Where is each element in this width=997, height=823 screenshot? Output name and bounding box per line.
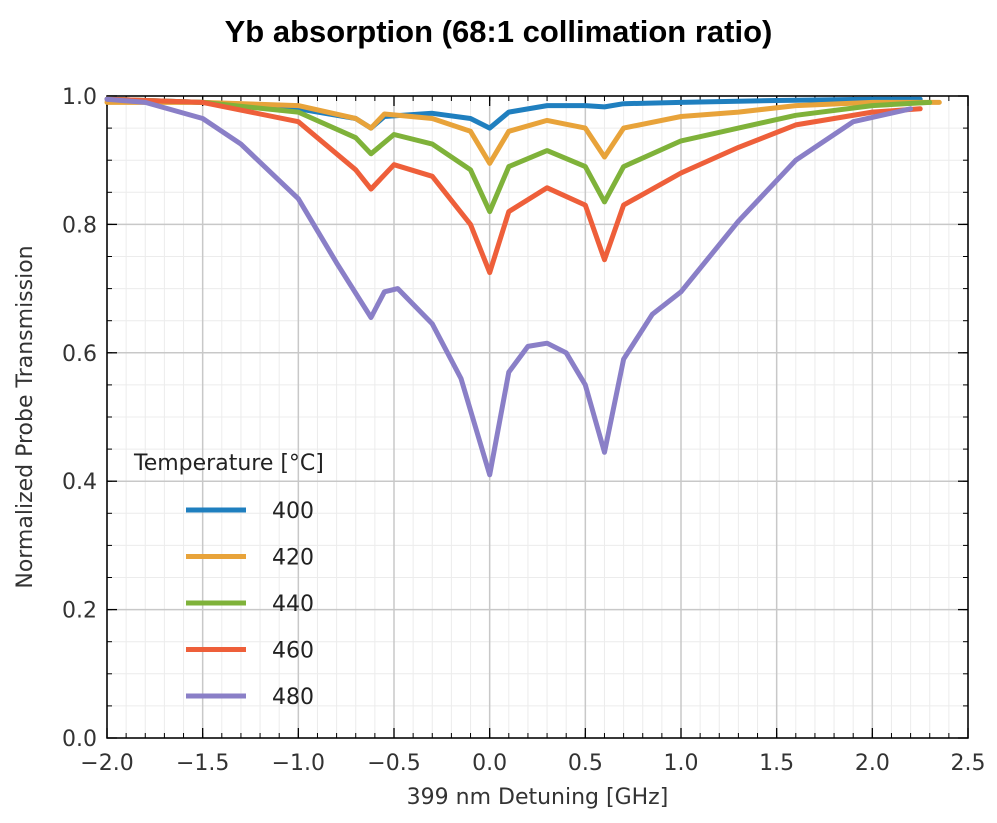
legend-label-460: 460 bbox=[272, 639, 314, 664]
x-axis-label: 399 nm Detuning [GHz] bbox=[407, 785, 669, 810]
y-axis-label: Normalized Probe Transmission bbox=[13, 245, 38, 588]
y-tick-label: 0.2 bbox=[62, 599, 97, 624]
y-tick-label: 0.8 bbox=[62, 213, 97, 238]
legend-label-420: 420 bbox=[272, 546, 314, 571]
x-tick-label: −0.5 bbox=[367, 751, 420, 776]
legend-title: Temperature [°C] bbox=[133, 451, 324, 476]
series-lines bbox=[104, 96, 942, 478]
y-tick-label: 0.6 bbox=[62, 342, 97, 367]
x-tick-label: 1.0 bbox=[664, 751, 699, 776]
legend-label-400: 400 bbox=[272, 499, 314, 524]
legend-label-480: 480 bbox=[272, 685, 314, 710]
series-line-460 bbox=[104, 96, 923, 276]
legend-label-440: 440 bbox=[272, 592, 314, 617]
tick-labels: −2.0 −1.5 −1.0 −0.5 0.0 0.5 1.0 1.5 2.0 2.5 0.0 0.2… bbox=[62, 85, 986, 776]
series-line-480 bbox=[104, 96, 914, 478]
y-tick-label: 0.0 bbox=[62, 727, 97, 752]
legend: Temperature [°C] 400 420 440 460 480 bbox=[133, 451, 324, 710]
y-tick-label: 1.0 bbox=[62, 85, 97, 110]
series-line-440 bbox=[104, 96, 933, 215]
chart-title: Yb absorption (68:1 collimation ratio) bbox=[224, 14, 773, 49]
series-line-420 bbox=[104, 99, 942, 166]
x-tick-label: 1.5 bbox=[759, 751, 794, 776]
x-tick-label: 0.5 bbox=[568, 751, 603, 776]
x-tick-label: 0.0 bbox=[472, 751, 507, 776]
x-tick-label: 2.5 bbox=[951, 751, 986, 776]
x-tick-label: −1.5 bbox=[176, 751, 229, 776]
x-tick-label: −1.0 bbox=[272, 751, 325, 776]
y-tick-label: 0.4 bbox=[62, 470, 97, 495]
x-tick-label: −2.0 bbox=[80, 751, 133, 776]
x-tick-label: 2.0 bbox=[855, 751, 890, 776]
